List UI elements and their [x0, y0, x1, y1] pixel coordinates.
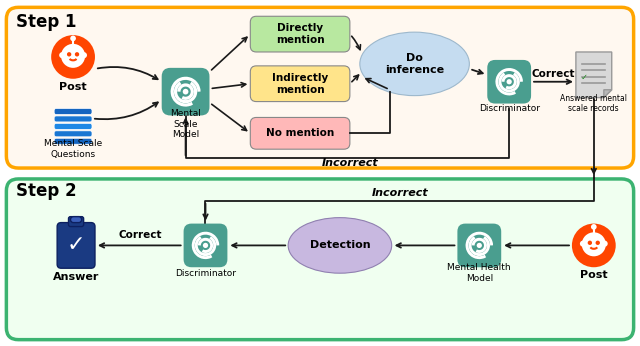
Text: Incorrect: Incorrect — [371, 188, 428, 198]
Text: Correct: Correct — [531, 69, 575, 79]
Circle shape — [582, 232, 606, 256]
Text: Answer: Answer — [53, 272, 99, 282]
Circle shape — [506, 79, 512, 84]
Text: Detection: Detection — [310, 240, 370, 251]
Polygon shape — [576, 52, 612, 98]
FancyBboxPatch shape — [458, 224, 501, 267]
Text: Post: Post — [60, 82, 87, 92]
Text: Do
inference: Do inference — [385, 53, 444, 75]
Circle shape — [203, 243, 208, 248]
Text: Incorrect: Incorrect — [321, 158, 378, 168]
FancyBboxPatch shape — [54, 131, 92, 137]
FancyBboxPatch shape — [68, 217, 84, 227]
Text: Post: Post — [580, 270, 607, 280]
FancyBboxPatch shape — [250, 117, 350, 149]
Circle shape — [596, 240, 600, 245]
Circle shape — [477, 243, 482, 248]
FancyBboxPatch shape — [250, 16, 350, 52]
FancyBboxPatch shape — [250, 66, 350, 102]
Text: Directly
mention: Directly mention — [276, 23, 324, 45]
Text: Indirectly
mention: Indirectly mention — [272, 73, 328, 94]
Circle shape — [75, 52, 79, 56]
FancyBboxPatch shape — [6, 7, 634, 168]
Text: Correct: Correct — [118, 230, 161, 240]
FancyBboxPatch shape — [184, 224, 227, 267]
FancyBboxPatch shape — [57, 222, 95, 268]
Circle shape — [580, 240, 586, 247]
FancyBboxPatch shape — [487, 60, 531, 103]
Circle shape — [70, 36, 76, 41]
Text: No mention: No mention — [266, 128, 334, 138]
Text: Mental Scale
Questions: Mental Scale Questions — [44, 139, 102, 159]
FancyBboxPatch shape — [70, 217, 82, 222]
Circle shape — [602, 240, 608, 247]
Circle shape — [588, 240, 592, 245]
FancyBboxPatch shape — [54, 116, 92, 122]
Text: ✓: ✓ — [580, 73, 588, 82]
Circle shape — [67, 52, 71, 56]
FancyBboxPatch shape — [54, 109, 92, 115]
Circle shape — [572, 224, 616, 267]
Text: Step 2: Step 2 — [16, 182, 77, 200]
FancyBboxPatch shape — [54, 138, 92, 144]
Circle shape — [59, 52, 65, 58]
Circle shape — [182, 89, 188, 94]
Ellipse shape — [360, 32, 469, 95]
Text: Answered mental
scale records: Answered mental scale records — [560, 94, 627, 113]
Text: Mental
Scale
Model: Mental Scale Model — [170, 109, 201, 139]
FancyBboxPatch shape — [6, 179, 634, 340]
Text: Step 1: Step 1 — [16, 13, 76, 31]
FancyBboxPatch shape — [162, 68, 209, 116]
Text: ✓: ✓ — [67, 235, 85, 255]
Circle shape — [81, 52, 87, 58]
Circle shape — [51, 35, 95, 79]
Text: Discriminator: Discriminator — [175, 269, 236, 278]
Ellipse shape — [288, 218, 392, 273]
Polygon shape — [604, 90, 612, 98]
Circle shape — [61, 44, 85, 68]
Circle shape — [591, 224, 596, 230]
Text: Mental Health
Model: Mental Health Model — [447, 264, 511, 283]
FancyBboxPatch shape — [54, 124, 92, 129]
Text: Discriminator: Discriminator — [479, 104, 540, 113]
